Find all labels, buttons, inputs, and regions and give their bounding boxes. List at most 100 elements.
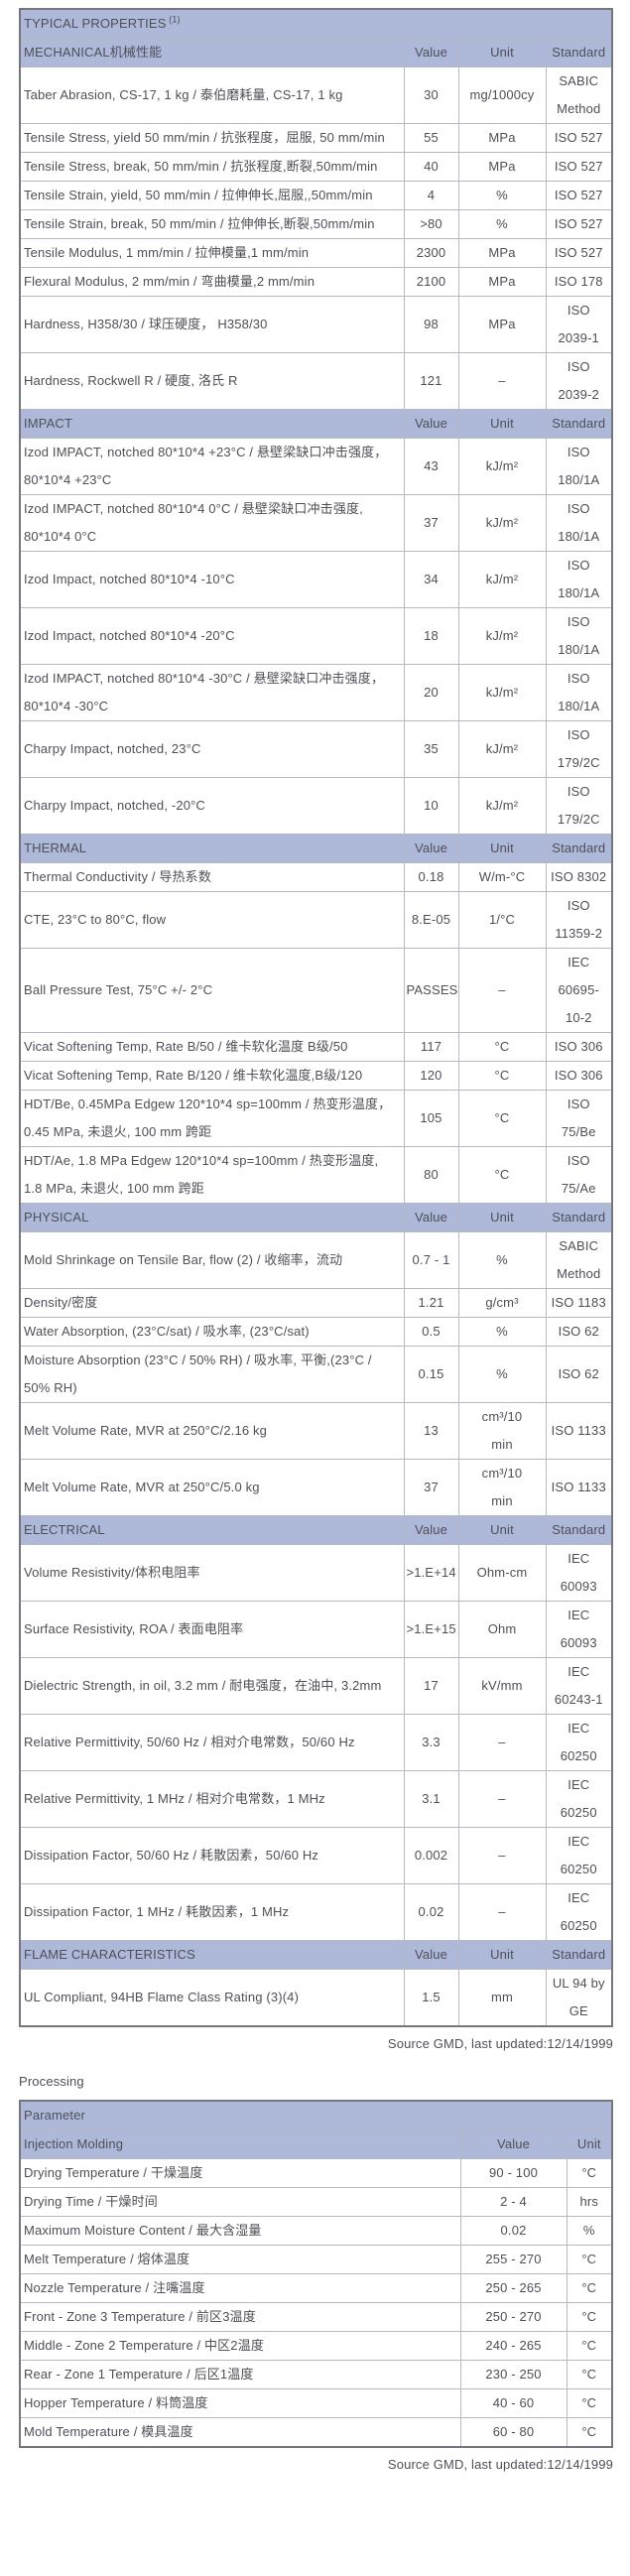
table-row: UL Compliant, 94HB Flame Class Rating (3… <box>19 1969 613 2027</box>
standard-cell: ISO 306 <box>545 1032 613 1062</box>
property-cell: Moisture Absorption (23°C / 50% RH) / 吸水… <box>19 1346 405 1403</box>
property-cell: Izod Impact, notched 80*10*4 -10°C <box>19 551 405 608</box>
value-cell: 13 <box>403 1402 459 1460</box>
property-cell: Izod IMPACT, notched 80*10*4 +23°C / 悬壁梁… <box>19 438 405 495</box>
unit-cell: Ohm <box>457 1601 547 1658</box>
table-title-text: TYPICAL PROPERTIES <box>24 16 167 31</box>
table-row: Izod Impact, notched 80*10*4 -20°C 18 kJ/m… <box>19 607 613 665</box>
column-header-cell: Standard <box>545 38 613 67</box>
property-cell: Taber Abrasion, CS-17, 1 kg / 泰伯磨耗量, CS-… <box>19 66 405 124</box>
table-row: Melt Volume Rate, MVR at 250°C/5.0 kg 37 c… <box>19 1459 613 1516</box>
parameter-cell: Drying Time / 干燥时间 <box>19 2187 461 2217</box>
unit-cell: % <box>566 2216 613 2246</box>
table-row: Maximum Moisture Content / 最大含湿量 0.02% <box>19 2216 613 2246</box>
unit-cell: °C <box>566 2302 613 2332</box>
property-cell: Melt Volume Rate, MVR at 250°C/2.16 kg <box>19 1402 405 1460</box>
property-cell: Tensile Stress, yield 50 mm/min / 抗张程度，屈… <box>19 123 405 153</box>
property-cell: Izod Impact, notched 80*10*4 -20°C <box>19 607 405 665</box>
column-header-cell: Unit <box>457 38 547 67</box>
standard-cell: ISO 11359-2 <box>545 891 613 949</box>
value-cell: 20 <box>403 664 459 721</box>
unit-cell: °C <box>457 1146 547 1204</box>
table-row: Drying Temperature / 干燥温度 90 - 100 °C <box>19 2158 613 2188</box>
unit-cell: hrs <box>566 2187 613 2217</box>
standard-cell: ISO 75/Ae <box>545 1146 613 1204</box>
value-cell: 98 <box>403 296 459 353</box>
value-cell: 43 <box>403 438 459 495</box>
unit-cell: °C <box>566 2245 613 2274</box>
table-row: Vicat Softening Temp, Rate B/50 / 维卡软化温度… <box>19 1032 613 1062</box>
column-header-cell: Standard <box>545 1940 613 1970</box>
table-row: Mold Shrinkage on Tensile Bar, flow (2) … <box>19 1231 613 1289</box>
standard-cell: IEC 60250 <box>545 1827 613 1884</box>
property-cell: UL Compliant, 94HB Flame Class Rating (3… <box>19 1969 405 2027</box>
value-cell: 37 <box>403 494 459 552</box>
standard-cell: ISO 180/1A <box>545 607 613 665</box>
unit-cell: 1/°C <box>457 891 547 949</box>
unit-cell: °C <box>566 2158 613 2188</box>
table-row: Flexural Modulus, 2 mm/min / 弯曲模量,2 mm/m… <box>19 267 613 297</box>
value-cell: 35 <box>403 720 459 778</box>
table-title-cell: TYPICAL PROPERTIES (1) <box>19 8 613 39</box>
section-header-row: FLAME CHARACTERISTICS Value Unit Standard <box>19 1940 613 1970</box>
property-cell: Izod IMPACT, notched 80*10*4 0°C / 悬壁梁缺口… <box>19 494 405 552</box>
property-cell: Dielectric Strength, in oil, 3.2 mm / 耐电… <box>19 1657 405 1715</box>
typical-properties-table: TYPICAL PROPERTIES (1) MECHANICAL机械性能 Valu… <box>19 8 613 2027</box>
standard-cell: ISO 1133 <box>545 1402 613 1460</box>
column-header-cell: Standard <box>545 1203 613 1232</box>
property-cell: Hardness, Rockwell R / 硬度, 洛氏 R <box>19 352 405 410</box>
standard-cell: IEC 60093 <box>545 1544 613 1602</box>
value-cell: PASSES <box>403 948 459 1033</box>
property-cell: Surface Resistivity, ROA / 表面电阻率 <box>19 1601 405 1658</box>
table-row: Front - Zone 3 Temperature / 前区3温度 250 - … <box>19 2302 613 2332</box>
standard-cell: ISO 179/2C <box>545 777 613 835</box>
section-header-row: IMPACT Value Unit Standard <box>19 409 613 439</box>
standard-cell: ISO 2039-1 <box>545 296 613 353</box>
value-cell: 255 - 270 <box>459 2245 567 2274</box>
column-header-cell: Unit <box>566 2129 613 2159</box>
column-header-cell: Unit <box>457 409 547 439</box>
table-row: Thermal Conductivity / 导热系数 0.18 W/m-°C ISO… <box>19 862 613 892</box>
parameter-cell: Melt Temperature / 熔体温度 <box>19 2245 461 2274</box>
column-header-cell: Standard <box>545 1515 613 1545</box>
unit-cell: – <box>457 1883 547 1941</box>
injection-molding-header-row: Injection Molding Value Unit <box>19 2129 613 2159</box>
unit-cell: °C <box>566 2331 613 2361</box>
unit-cell: MPa <box>457 123 547 153</box>
column-header-cell: Value <box>403 38 459 67</box>
property-cell: Flexural Modulus, 2 mm/min / 弯曲模量,2 mm/m… <box>19 267 405 297</box>
section-label-cell: PHYSICAL <box>19 1203 405 1232</box>
unit-cell: °C <box>457 1061 547 1091</box>
table-title-superscript: (1) <box>166 14 181 25</box>
section-label-cell: ELECTRICAL <box>19 1515 405 1545</box>
table-row: Izod Impact, notched 80*10*4 -10°C 34 kJ/m… <box>19 551 613 608</box>
table-row: Vicat Softening Temp, Rate B/120 / 维卡软化温… <box>19 1061 613 1091</box>
unit-cell: kJ/m² <box>457 664 547 721</box>
table-row: Relative Permittivity, 1 MHz / 相对介电常数，1 … <box>19 1770 613 1828</box>
column-header-cell: Value <box>403 409 459 439</box>
standard-cell: ISO 1133 <box>545 1459 613 1516</box>
section-label-cell: FLAME CHARACTERISTICS <box>19 1940 405 1970</box>
unit-cell: °C <box>566 2417 613 2448</box>
unit-cell: % <box>457 1317 547 1347</box>
value-cell: >1.E+14 <box>403 1544 459 1602</box>
table-row: Dielectric Strength, in oil, 3.2 mm / 耐电… <box>19 1657 613 1715</box>
section-label-cell: IMPACT <box>19 409 405 439</box>
value-cell: 0.02 <box>459 2216 567 2246</box>
value-cell: 105 <box>403 1090 459 1147</box>
property-cell: CTE, 23°C to 80°C, flow <box>19 891 405 949</box>
unit-cell: W/m-°C <box>457 862 547 892</box>
source-note: Source GMD, last updated:12/14/1999 <box>387 2036 613 2051</box>
standard-cell: ISO 527 <box>545 181 613 210</box>
standard-cell: IEC 60250 <box>545 1770 613 1828</box>
unit-cell: °C <box>566 2273 613 2303</box>
property-cell: Ball Pressure Test, 75°C +/- 2°C <box>19 948 405 1033</box>
table-row: Rear - Zone 1 Temperature / 后区1温度 230 - 2… <box>19 2360 613 2389</box>
parameter-cell: Drying Temperature / 干燥温度 <box>19 2158 461 2188</box>
unit-cell: mm <box>457 1969 547 2027</box>
value-cell: 0.15 <box>403 1346 459 1403</box>
table-row: Volume Resistivity/体积电阻率 >1.E+14 Ohm-cm IEC… <box>19 1544 613 1602</box>
value-cell: 0.002 <box>403 1827 459 1884</box>
processing-heading: Processing <box>19 2074 84 2089</box>
property-cell: Vicat Softening Temp, Rate B/120 / 维卡软化温… <box>19 1061 405 1091</box>
